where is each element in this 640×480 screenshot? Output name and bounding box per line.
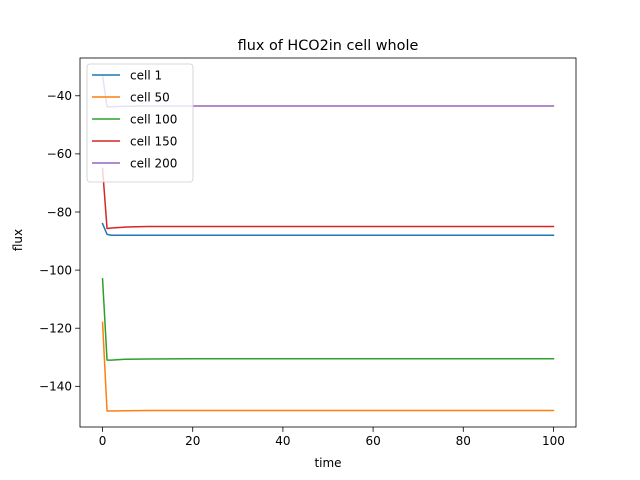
legend-label-0: cell 1 (130, 68, 162, 82)
x-tick-label: 20 (185, 434, 200, 448)
y-tick-label: −40 (47, 89, 72, 103)
legend: cell 1 cell 50 cell 100 cell 150 cell 200 (86, 63, 194, 183)
y-tick-label: −140 (39, 380, 72, 394)
y-tick-label: −60 (47, 147, 72, 161)
legend-label-2: cell 100 (130, 112, 177, 126)
legend-label-1: cell 50 (130, 90, 170, 104)
series-line-3 (101, 167, 555, 230)
y-tick-label: −80 (47, 205, 72, 219)
series-line-1 (101, 321, 555, 412)
y-tick-label: −100 (39, 263, 72, 277)
legend-label-3: cell 150 (130, 134, 177, 148)
x-tick-label: 80 (456, 434, 471, 448)
y-tick-label: −120 (39, 322, 72, 336)
series-line-2 (101, 278, 555, 361)
x-tick-label: 0 (99, 434, 107, 448)
legend-label-4: cell 200 (130, 156, 177, 170)
x-tick-label: 60 (365, 434, 380, 448)
axes-frame (79, 57, 577, 428)
x-axis-label: time (314, 456, 341, 470)
y-axis-label: flux (11, 229, 25, 251)
legend-box (86, 63, 194, 183)
plot-area: 0 20 40 60 80 100 −140 −120 −100 −80 −60 −40 (39, 57, 577, 448)
series-line-0 (101, 222, 555, 236)
chart-title: flux of HCO2in cell whole (238, 38, 419, 54)
x-tick-label: 40 (275, 434, 290, 448)
x-tick-label: 100 (542, 434, 565, 448)
